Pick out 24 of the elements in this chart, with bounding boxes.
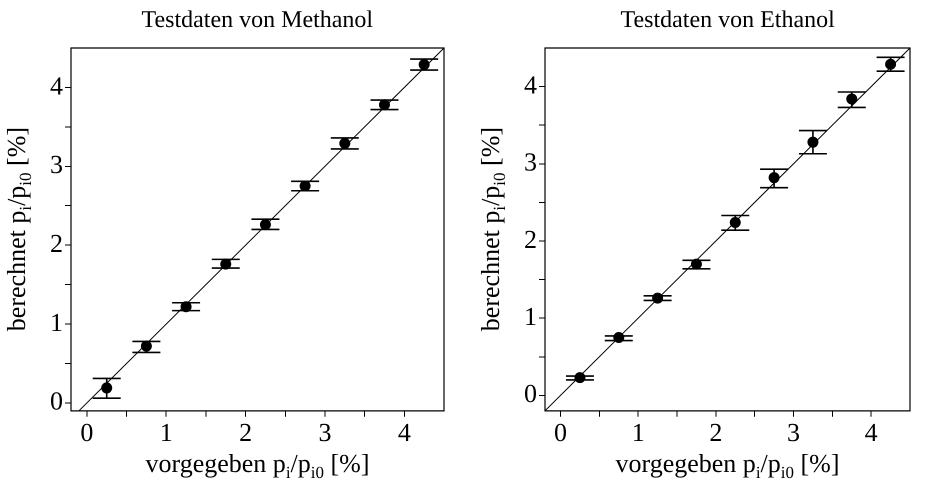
chart-title: Testdaten von Ethanol xyxy=(620,7,835,33)
chart-title: Testdaten von Methanol xyxy=(142,7,374,33)
x-tick-label: 4 xyxy=(864,418,878,448)
y-tick-label: 4 xyxy=(50,71,63,100)
x-tick-label: 0 xyxy=(554,418,568,448)
x-tick-label: 3 xyxy=(318,418,332,448)
x-tick-label: 3 xyxy=(787,418,800,448)
x-tick-label: 4 xyxy=(398,418,411,448)
y-tick-label: 2 xyxy=(50,229,63,258)
x-tick-label: 0 xyxy=(80,418,94,448)
x-tick-label: 2 xyxy=(239,418,252,448)
y-tick-label: 4 xyxy=(524,70,537,100)
y-tick-label: 0 xyxy=(50,386,63,416)
x-axis-title: vorgegeben p$_{i}$/p$_{i0}$ [%] xyxy=(146,448,370,482)
y-tick-label: 1 xyxy=(524,302,537,331)
x-axis-title: vorgegeben p$_{i}$/p$_{i0}$ [%] xyxy=(616,448,840,482)
y-tick-label: 3 xyxy=(524,148,537,177)
y-tick-label: 3 xyxy=(50,150,63,180)
y-tick-label: 1 xyxy=(50,308,63,337)
x-tick-label: 2 xyxy=(709,418,722,448)
y-tick-label: 0 xyxy=(524,379,537,408)
x-tick-label: 1 xyxy=(160,418,173,448)
y-tick-label: 2 xyxy=(524,224,537,254)
x-tick-label: 1 xyxy=(632,418,645,448)
